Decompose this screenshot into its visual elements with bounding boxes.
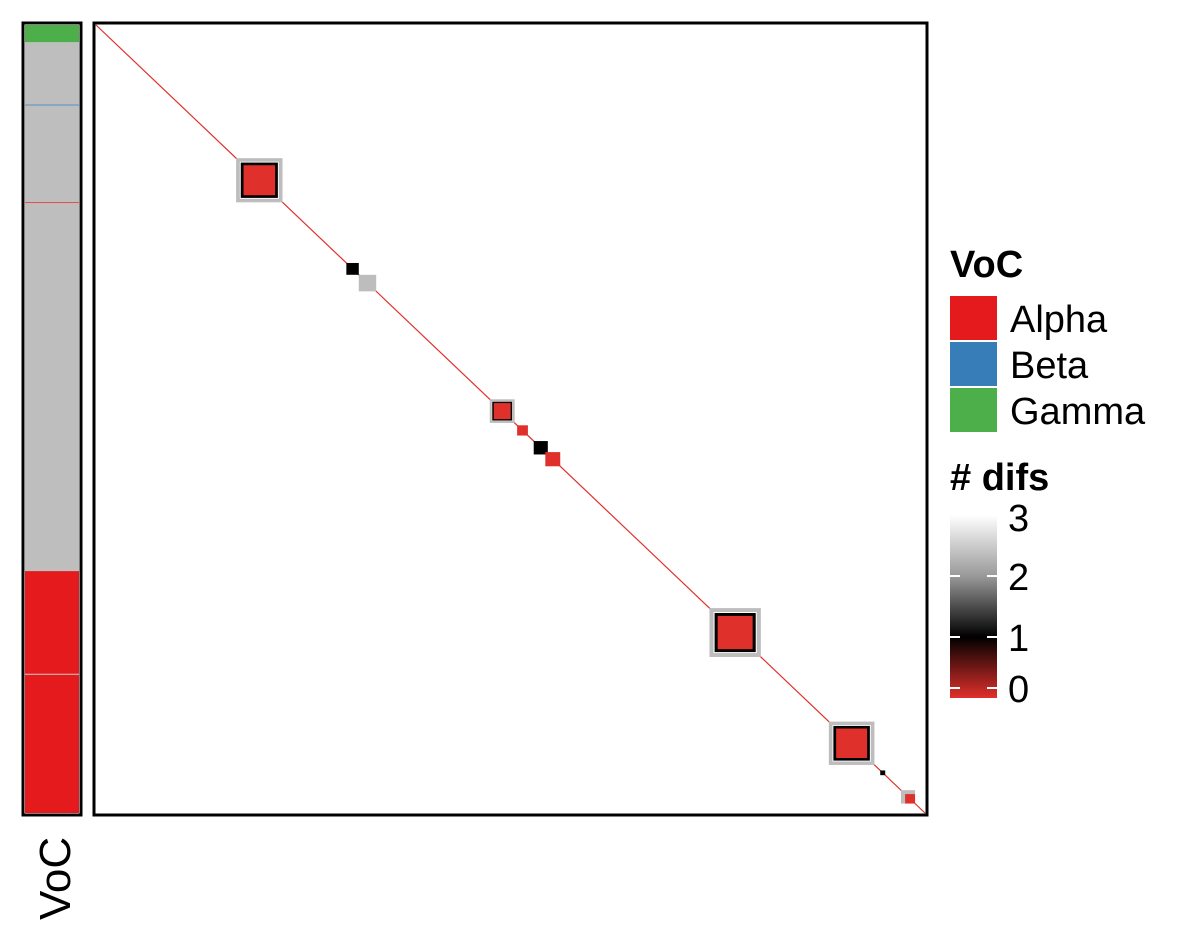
heatmap-frame — [92, 21, 929, 817]
difs-legend: # difs 3 2 1 0 — [950, 457, 1049, 711]
voc-segment-beta — [25, 104, 79, 106]
voc-segment-none — [25, 105, 79, 203]
voc-annotation-bar — [25, 25, 79, 813]
heatmap-block-4 — [517, 425, 528, 436]
difs-legend-title: # difs — [950, 457, 1049, 499]
voc-legend-label-gamma: Gamma — [1010, 391, 1146, 433]
difs-colorbar — [950, 515, 997, 698]
voc-legend-label-alpha: Alpha — [1010, 299, 1108, 341]
heatmap-block-12 — [880, 770, 886, 776]
voc-segment-alpha — [25, 571, 79, 813]
voc-axis-label: VoC — [31, 837, 80, 920]
voc-segment-gamma — [25, 25, 79, 43]
voc-segment-alpha — [25, 202, 79, 204]
voc-annotation-frame — [21, 21, 83, 817]
voc-legend-swatch-beta — [950, 342, 997, 386]
voc-segment-none — [25, 203, 79, 572]
voc-segment-none — [25, 42, 79, 105]
heatmap-block-5 — [533, 441, 548, 455]
difs-tick-label: 1 — [1008, 618, 1029, 660]
heatmap-block-3 — [493, 403, 511, 420]
voc-legend-swatch-alpha — [950, 296, 997, 340]
voc-legend-label-beta: Beta — [1010, 345, 1089, 387]
heatmap-block-9 — [358, 274, 377, 292]
heatmap-body — [95, 24, 926, 814]
heatmap-block-1 — [717, 615, 753, 650]
voc-legend-swatch-gamma — [950, 388, 997, 432]
heatmap-block-0 — [243, 165, 276, 196]
heatmap-block-7 — [346, 262, 359, 275]
voc-legend-title: VoC — [950, 244, 1023, 286]
heatmap-block-6 — [545, 452, 561, 467]
heatmap-block-2 — [836, 728, 868, 758]
difs-tick-label: 2 — [1008, 557, 1029, 599]
difs-tick-label: 3 — [1008, 498, 1029, 540]
difs-tick-label: 0 — [1008, 669, 1029, 711]
heatmap-block-11 — [905, 794, 916, 804]
